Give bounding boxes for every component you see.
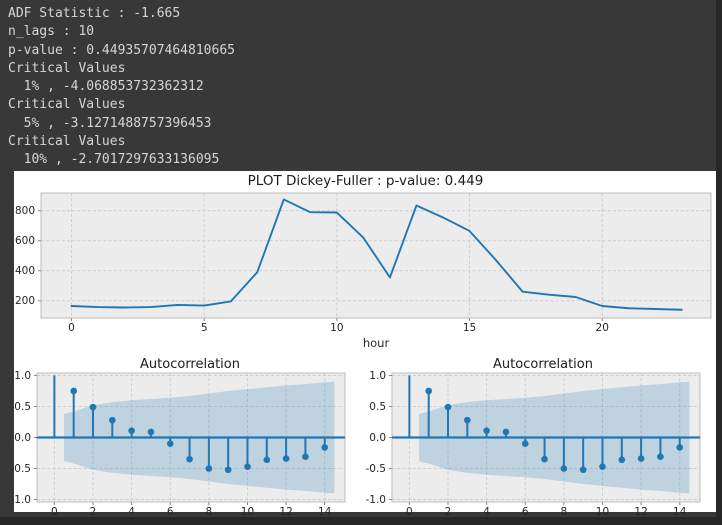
svg-text:12: 12 (279, 506, 292, 518)
svg-text:2: 2 (445, 506, 452, 518)
svg-text:2: 2 (90, 506, 97, 518)
svg-text:-1.0: -1.0 (11, 494, 32, 506)
svg-text:10: 10 (241, 506, 254, 518)
terminal-line: Critical Values (8, 134, 126, 150)
acf-stems (408, 375, 681, 470)
tick-labels: 0 2 4 6 8 10 12 14 -1.0 -0.5 0.0 0.5 1.0 (366, 370, 687, 518)
svg-text:4: 4 (128, 506, 135, 518)
terminal-line: Critical Values (8, 60, 126, 76)
svg-text:10: 10 (596, 506, 609, 518)
svg-text:20: 20 (596, 322, 609, 334)
svg-text:-0.5: -0.5 (11, 463, 32, 475)
svg-text:0: 0 (51, 506, 58, 518)
figure-canvas: PLOT Dickey-Fuller : p-value: 0.449 0 5 10… (11, 171, 717, 518)
svg-text:6: 6 (167, 506, 174, 518)
svg-text:14: 14 (318, 506, 332, 518)
svg-text:0: 0 (68, 322, 75, 334)
svg-text:0: 0 (406, 506, 413, 518)
svg-text:600: 600 (15, 235, 35, 247)
svg-text:1.0: 1.0 (369, 370, 386, 382)
autocorrelation-chart-right: Autocorrelation 0 2 4 6 8 10 12 14 -1.0 -0.5 0.0 0.… (366, 357, 717, 518)
data-series-line (70, 198, 683, 311)
terminal-line: ADF Statistic : -1.665 (8, 6, 181, 21)
tick-marks (38, 210, 603, 321)
svg-text:0.0: 0.0 (369, 432, 386, 444)
acf-markers (70, 387, 329, 474)
main-chart-title: PLOT Dickey-Fuller : p-value: 0.449 (247, 173, 484, 189)
autocorrelation-chart-left: Autocorrelation 0 2 4 6 8 10 12 14 -1.0 -0.5 0.0 0.… (11, 357, 366, 518)
window-frame-right (716, 0, 722, 525)
x-axis-label: hour (363, 336, 390, 350)
svg-text:800: 800 (15, 205, 35, 217)
window-frame-bottom (0, 517, 722, 525)
acf-left-plot-svg: 0 2 4 6 8 10 12 14 -1.0 -0.5 0.0 0.5 1.0 (11, 370, 346, 518)
svg-text:200: 200 (15, 295, 35, 307)
tick-labels: 0 2 4 6 8 10 12 14 -1.0 -0.5 0.0 0.5 1.0 (11, 370, 332, 518)
tick-marks (34, 374, 326, 505)
svg-text:10: 10 (330, 322, 343, 334)
svg-text:8: 8 (561, 506, 568, 518)
svg-text:5: 5 (201, 322, 208, 334)
acf-right-title: Autocorrelation (493, 357, 593, 372)
grid-lines (41, 193, 711, 318)
svg-text:8: 8 (206, 506, 213, 518)
terminal-line: 1% , -4.068853732362312 (8, 79, 204, 95)
terminal-line: n_lags : 10 (8, 24, 95, 40)
dickey-fuller-line-chart: PLOT Dickey-Fuller : p-value: 0.449 0 5 10… (14, 171, 717, 357)
line-plot-svg: 0 5 10 15 20 200 400 600 800 hour (15, 192, 712, 350)
terminal-line: 5% , -3.1271488757396453 (8, 115, 212, 131)
svg-text:400: 400 (15, 265, 35, 277)
acf-markers (425, 387, 684, 474)
acf-left-title: Autocorrelation (140, 357, 240, 372)
tick-marks (389, 374, 681, 505)
acf-right-plot-svg: 0 2 4 6 8 10 12 14 -1.0 -0.5 0.0 0.5 1.0 (366, 370, 701, 518)
svg-text:0.5: 0.5 (369, 401, 386, 413)
terminal-line: Critical Values (8, 97, 126, 113)
terminal-line: p-value : 0.44935707464810665 (8, 42, 235, 58)
tick-labels: 0 5 10 15 20 200 400 600 800 (15, 205, 609, 334)
svg-text:6: 6 (522, 506, 529, 518)
svg-text:14: 14 (673, 506, 687, 518)
svg-text:1.0: 1.0 (14, 370, 31, 382)
svg-text:-1.0: -1.0 (366, 494, 387, 506)
terminal-output: ADF Statistic : -1.665 n_lags : 10 p-value… (0, 0, 722, 171)
svg-text:15: 15 (463, 322, 476, 334)
svg-text:12: 12 (634, 506, 647, 518)
svg-text:4: 4 (483, 506, 490, 518)
svg-text:0.5: 0.5 (14, 401, 31, 413)
terminal-line: 10% , -2.7017297633136095 (8, 152, 220, 168)
svg-text:0.0: 0.0 (14, 432, 31, 444)
svg-text:-0.5: -0.5 (366, 463, 387, 475)
